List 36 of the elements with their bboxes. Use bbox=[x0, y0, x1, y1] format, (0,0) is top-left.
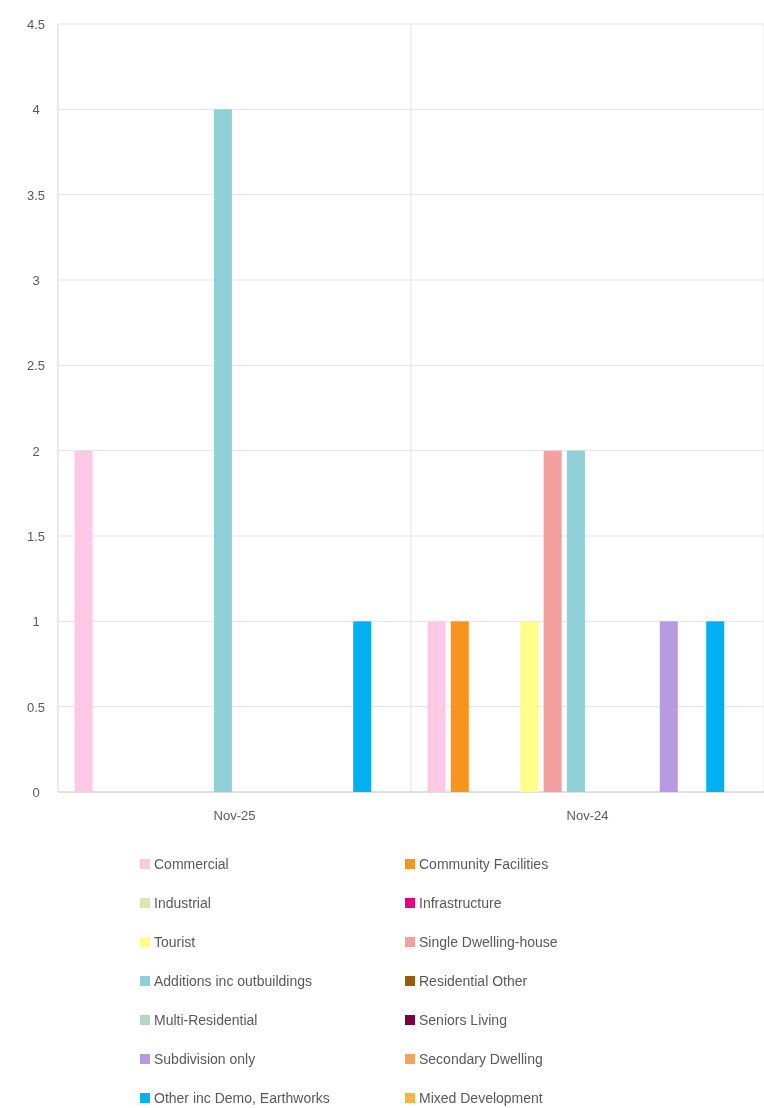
legend-label: Multi-Residential bbox=[154, 1012, 258, 1028]
bar bbox=[213, 109, 232, 792]
legend-label: Commercial bbox=[154, 856, 229, 872]
y-tick-label: 0 bbox=[32, 785, 40, 800]
y-tick-label: 3 bbox=[32, 273, 40, 288]
bar bbox=[566, 450, 585, 792]
y-tick-label: 2 bbox=[32, 443, 40, 459]
y-tick-label: 4 bbox=[32, 102, 40, 118]
y-tick-label: 0.5 bbox=[26, 699, 46, 715]
y-tick-label: 1 bbox=[32, 614, 40, 630]
legend-label: Additions inc outbuildings bbox=[154, 973, 312, 989]
legend-label: Industrial bbox=[154, 895, 211, 911]
x-tick-label: Nov-25 bbox=[213, 808, 256, 823]
legend-label: Mixed Development bbox=[419, 1090, 543, 1106]
y-tick-label: 2.5 bbox=[26, 358, 46, 374]
bar bbox=[706, 621, 725, 792]
legend-label: Tourist bbox=[154, 934, 196, 950]
bar bbox=[353, 621, 372, 792]
y-tick-label: 1.5 bbox=[26, 529, 46, 544]
legend-label: Seniors Living bbox=[419, 1012, 507, 1028]
bar bbox=[450, 621, 469, 792]
legend-label: Single Dwelling-house bbox=[419, 934, 558, 950]
bar bbox=[427, 621, 446, 792]
y-tick-label: 3.5 bbox=[26, 187, 46, 203]
legend-label: Secondary Dwelling bbox=[419, 1051, 543, 1067]
y-tick-label: 4.5 bbox=[26, 17, 46, 32]
bar bbox=[74, 450, 93, 792]
bar bbox=[520, 621, 539, 792]
legend-label: Community Facilities bbox=[419, 856, 549, 872]
legend-label: Subdivision only bbox=[154, 1051, 256, 1067]
legend-label: Other inc Demo, Earthworks bbox=[154, 1090, 330, 1106]
legend-label: Infrastructure bbox=[419, 895, 502, 911]
bar bbox=[543, 450, 562, 792]
x-tick-label: Nov-24 bbox=[566, 808, 609, 823]
legend-label: Residential Other bbox=[419, 973, 528, 989]
bar bbox=[659, 621, 678, 792]
